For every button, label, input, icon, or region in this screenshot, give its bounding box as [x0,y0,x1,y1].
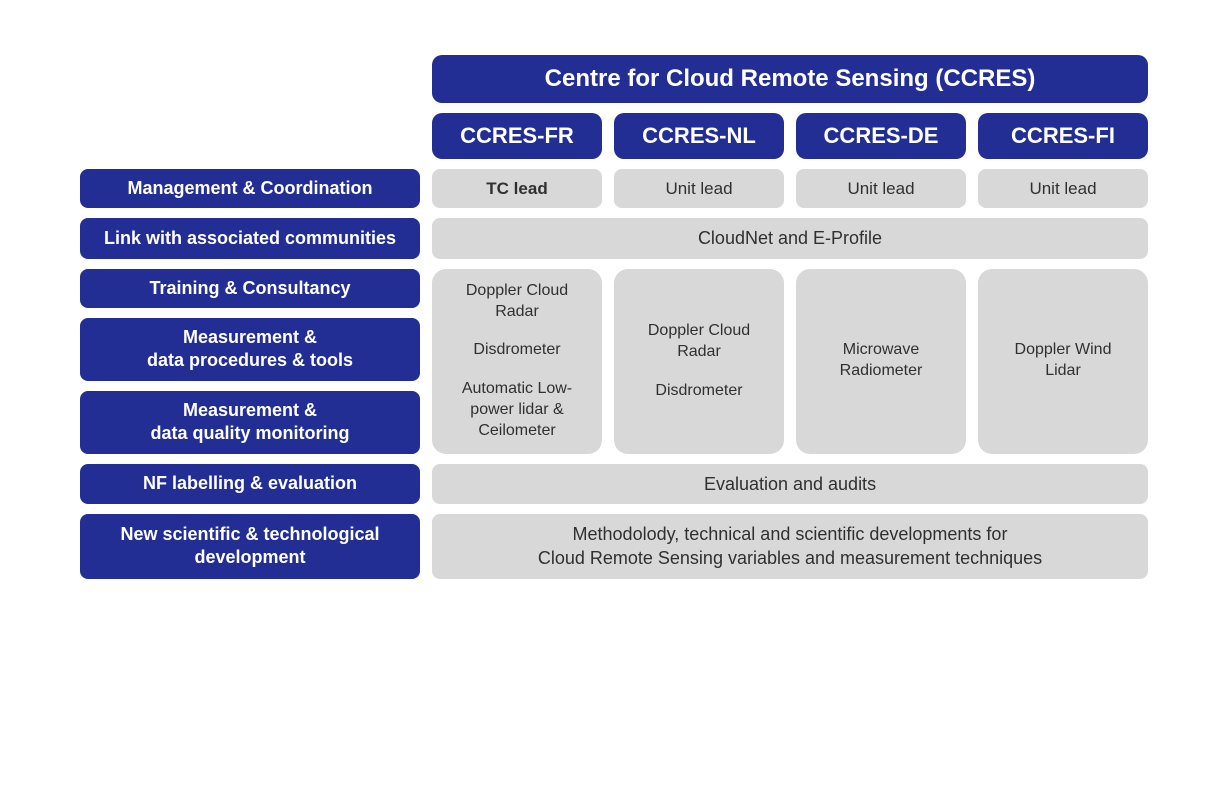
cell-management-nl: Unit lead [614,169,784,208]
instr-item: Automatic Low- power lidar & Ceilometer [462,379,572,441]
layout-grid: Centre for Cloud Remote Sensing (CCRES) … [80,55,1160,579]
instr-item: Doppler Cloud Radar [648,321,750,363]
instruments-fr: Doppler Cloud Radar Disdrometer Automati… [432,269,602,454]
unit-fi: CCRES-FI [978,113,1148,159]
instr-item: Disdrometer [473,340,560,361]
spacer [80,55,420,103]
row-label-management: Management & Coordination [80,169,420,208]
cell-nf-labelling: Evaluation and audits [432,464,1148,504]
instruments-de: Microwave Radiometer [796,269,966,454]
instruments-nl: Doppler Cloud Radar Disdrometer [614,269,784,454]
cell-link-communities: CloudNet and E-Profile [432,218,1148,258]
row-label-link-communities: Link with associated communities [80,218,420,258]
row-label-training: Training & Consultancy [80,269,420,308]
cell-management-fr: TC lead [432,169,602,208]
unit-nl: CCRES-NL [614,113,784,159]
cell-management-de: Unit lead [796,169,966,208]
instr-item: Doppler Cloud Radar [466,281,568,323]
spacer [80,113,420,159]
row-label-nf-labelling: NF labelling & evaluation [80,464,420,504]
row-label-new-dev: New scientific & technological developme… [80,514,420,579]
ccres-org-diagram: Centre for Cloud Remote Sensing (CCRES) … [80,55,1160,579]
instr-item: Disdrometer [655,381,742,402]
row-label-measurement-procedures: Measurement & data procedures & tools [80,318,420,381]
cell-management-fi: Unit lead [978,169,1148,208]
unit-de: CCRES-DE [796,113,966,159]
instr-item: Microwave Radiometer [840,340,923,382]
row-label-measurement-quality: Measurement & data quality monitoring [80,391,420,454]
main-title: Centre for Cloud Remote Sensing (CCRES) [432,55,1148,103]
unit-fr: CCRES-FR [432,113,602,159]
instr-item: Doppler Wind Lidar [1015,340,1112,382]
instruments-fi: Doppler Wind Lidar [978,269,1148,454]
cell-new-dev: Methodolody, technical and scientific de… [432,514,1148,579]
